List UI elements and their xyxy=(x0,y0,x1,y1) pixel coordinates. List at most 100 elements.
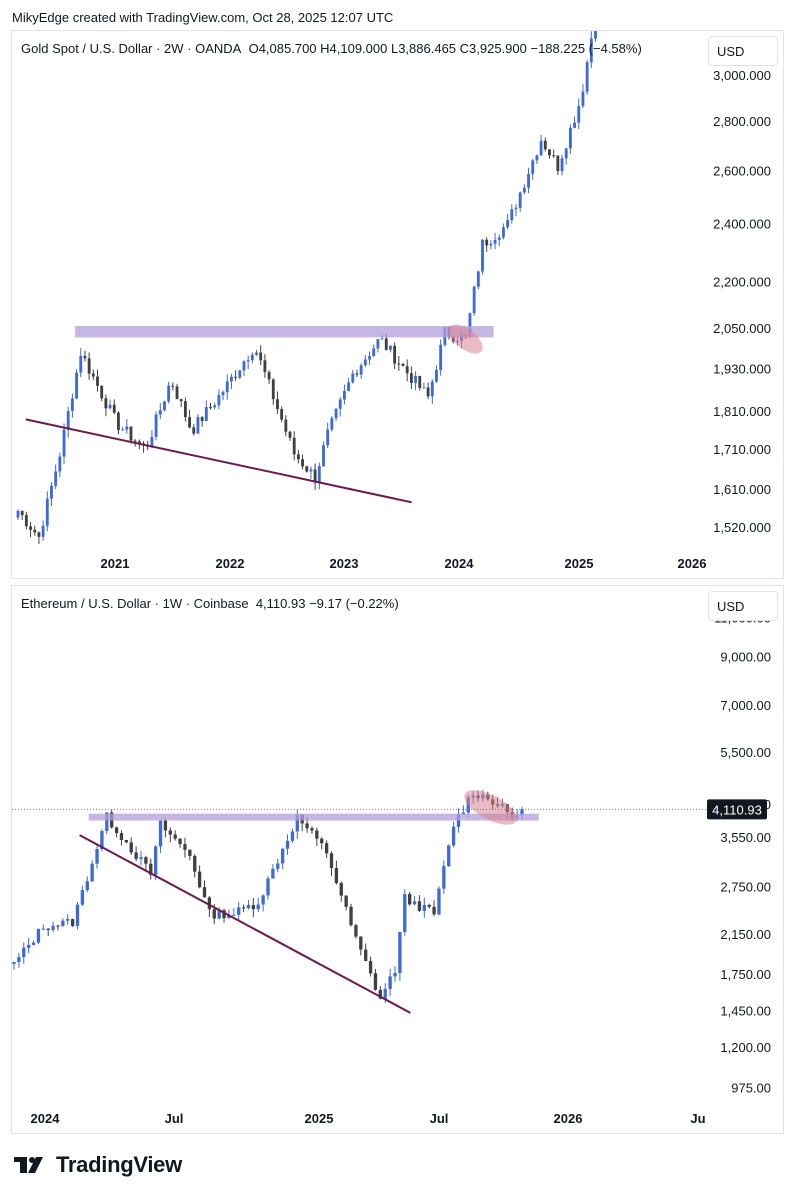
eth-chart-canvas[interactable]: 11,000.009,000.007,000.005,500.004,200.0… xyxy=(12,586,783,1133)
candle-body xyxy=(61,920,65,927)
candle-body xyxy=(37,532,41,537)
candle-body xyxy=(432,906,436,915)
eth-currency-button[interactable]: USD xyxy=(708,591,778,621)
candle-body xyxy=(129,426,133,441)
candle-body xyxy=(100,385,104,399)
candle-body xyxy=(36,928,41,943)
candle-body xyxy=(393,973,397,977)
candle-body xyxy=(552,155,556,157)
candle-body xyxy=(261,895,265,905)
highlight-ellipse[interactable] xyxy=(444,319,488,359)
resistance-zone[interactable] xyxy=(75,325,494,338)
candle-body xyxy=(22,947,26,958)
candle-body xyxy=(430,381,434,397)
candle-body xyxy=(242,361,246,371)
candle-body xyxy=(129,842,133,853)
candle-body xyxy=(359,936,363,950)
candle-body xyxy=(193,855,197,872)
candle-body xyxy=(158,820,163,847)
candle-body xyxy=(368,356,371,360)
price-tick-label: 2,600.000 xyxy=(713,163,771,178)
eth-symbol-title: Ethereum / U.S. Dollar · 1W · Coinbase xyxy=(21,596,249,611)
candle-body xyxy=(266,878,270,896)
candle-body xyxy=(83,355,87,359)
support-trendline[interactable] xyxy=(25,418,412,504)
candle-body xyxy=(26,944,31,948)
candle-body xyxy=(192,427,196,434)
candle-body xyxy=(227,915,231,919)
candle-body xyxy=(320,838,324,844)
candle-body xyxy=(468,313,472,337)
candle-body xyxy=(196,417,200,434)
time-tick-label: 2022 xyxy=(216,556,245,571)
candle-body xyxy=(447,845,451,867)
candle-body xyxy=(251,905,256,910)
gold-time-axis[interactable]: 2021 2022 2023 2024 2025 2026 xyxy=(11,548,784,579)
candle-body xyxy=(368,960,373,974)
candle-body xyxy=(548,149,551,156)
candle-body xyxy=(17,957,21,963)
gold-currency-button[interactable]: USD xyxy=(708,36,778,66)
candle-body xyxy=(183,844,187,850)
candle-body xyxy=(493,239,497,244)
candle-body xyxy=(108,404,112,409)
candle-body xyxy=(384,338,388,350)
candle-body xyxy=(461,812,466,815)
candle-body xyxy=(338,399,342,409)
candle-body xyxy=(502,227,505,238)
candle-body xyxy=(62,429,66,457)
candle-body xyxy=(310,828,314,831)
candle-body xyxy=(209,407,212,409)
candle-body xyxy=(217,395,221,406)
candle-body xyxy=(510,209,514,221)
candle-body xyxy=(472,286,476,314)
candle-body xyxy=(315,830,319,839)
candle-body xyxy=(334,408,338,419)
candle-body xyxy=(439,344,443,370)
candle-body xyxy=(50,485,53,499)
candle-body xyxy=(179,399,183,402)
candle-body xyxy=(56,925,60,927)
candle-body xyxy=(285,840,290,849)
candle-body xyxy=(288,431,292,438)
candle-body xyxy=(133,440,137,442)
gold-chart-title: Gold Spot / U.S. Dollar · 2W · OANDA O4,… xyxy=(21,41,642,56)
gold-chart-panel[interactable]: 3,000.000 2,800.000 2,600.000 2,400.000 2,20… xyxy=(11,30,784,549)
candle-body xyxy=(485,239,489,246)
eth-chart-title: Ethereum / U.S. Dollar · 1W · Coinbase 4… xyxy=(21,596,399,611)
candle-body xyxy=(347,382,351,391)
candle-body xyxy=(334,868,339,884)
last-price-badge xyxy=(707,799,767,820)
candle-body xyxy=(497,237,501,240)
tradingview-logo-icon xyxy=(14,1157,43,1173)
support-trendline[interactable] xyxy=(79,834,411,1014)
candle-body xyxy=(200,417,204,421)
candle-body xyxy=(33,529,37,533)
candle-body xyxy=(271,868,275,879)
candle-body xyxy=(271,379,275,400)
time-tick-label: 2026 xyxy=(554,1111,583,1126)
candle-body xyxy=(398,931,402,974)
candle-body xyxy=(70,919,75,926)
candle-body xyxy=(24,515,28,527)
candle-body xyxy=(238,370,242,378)
candle-body xyxy=(154,414,158,437)
price-tick-label: 1,520.000 xyxy=(713,520,771,535)
candle-body xyxy=(305,466,309,472)
highlight-ellipse[interactable] xyxy=(459,783,521,831)
price-tick-label: 3,550.00 xyxy=(720,830,771,845)
candle-body xyxy=(489,243,493,246)
candle-body xyxy=(313,469,317,483)
candle-body xyxy=(241,907,246,909)
eth-chart-panel[interactable]: 11,000.009,000.007,000.005,500.004,200.0… xyxy=(11,585,784,1134)
candle-body xyxy=(518,192,522,208)
candle-body xyxy=(158,410,162,415)
resistance-zone[interactable] xyxy=(88,813,539,821)
gold-chart-canvas[interactable]: 3,000.000 2,800.000 2,600.000 2,400.000 2,20… xyxy=(12,31,783,548)
candle-body xyxy=(267,372,271,380)
candle-body xyxy=(344,895,348,907)
candle-body xyxy=(380,338,384,340)
price-tick-label: 1,810.000 xyxy=(713,404,771,419)
tradingview-logo: TradingView xyxy=(14,1152,182,1178)
candle-body xyxy=(405,366,409,374)
